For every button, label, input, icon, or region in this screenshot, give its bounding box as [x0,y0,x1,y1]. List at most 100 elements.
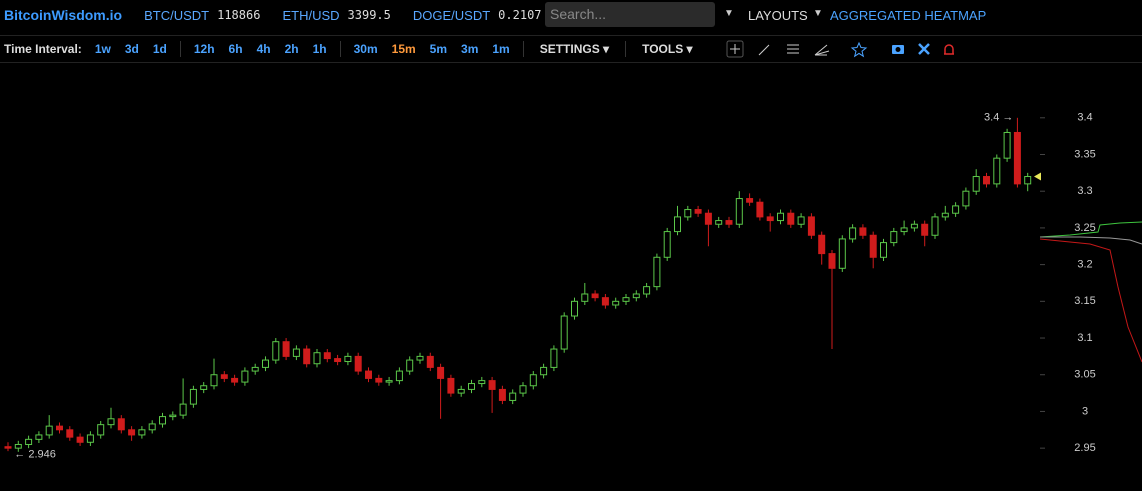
candle-body [292,348,300,357]
candle-body [457,388,465,394]
interval-button[interactable]: 15m [391,42,416,56]
candle-body [849,227,857,240]
high-annotation: 3.4 → [984,112,1013,124]
candle-body [313,352,321,365]
candle-body [890,231,898,244]
dropdown-arrow[interactable]: ▼ [813,8,823,19]
line-icon[interactable] [758,44,769,56]
heatmap-mid-line [1040,236,1142,245]
candle-body [653,256,661,288]
separator [179,41,181,57]
separator [522,41,524,57]
interval-button[interactable]: 3d [124,42,139,56]
search-box[interactable]: Search... [545,2,715,27]
logo[interactable]: BitcoinWisdom.io [4,7,123,23]
crosshair-glyph [729,44,740,54]
last-price-marker [1034,172,1041,181]
candle-body [704,212,712,225]
ticker-symbol[interactable]: ETH/USD [282,7,340,23]
candle-body [447,377,455,394]
interval-button[interactable]: 30m [353,42,378,56]
candle-body [612,300,620,306]
candle-body [591,293,599,299]
candle-body [97,424,105,436]
candle-body [694,209,702,214]
interval-button[interactable]: 6h [228,42,243,56]
interval-button[interactable]: 2h [284,42,299,56]
candle-body [117,418,125,431]
candle-body [910,223,918,229]
candle-body [735,198,743,225]
fan-icon[interactable] [814,44,829,56]
candle-body [684,209,692,218]
candle-body [138,429,146,436]
candle-body [128,429,136,436]
candle-body [632,293,640,299]
candle-body [1013,131,1021,185]
y-tick-label: 3 [1082,405,1088,417]
tool-icons [726,40,954,58]
candle-body [437,366,445,379]
candle-body [189,388,197,405]
candle-body [76,436,84,443]
layouts-menu[interactable]: LAYOUTS [748,8,808,23]
candle-body [251,366,259,372]
dropdown-arrow[interactable]: ▼ [724,8,734,19]
candle-body [159,416,166,425]
candle-body [601,297,609,306]
interval-button[interactable]: 4h [256,42,271,56]
y-tick-label: 3.15 [1074,295,1095,307]
interval-button[interactable]: 1w [94,42,111,56]
interval-button[interactable]: 1d [152,42,167,56]
interval-button[interactable]: 3m [461,42,479,56]
candle-body [344,355,352,363]
candle-body [993,157,1001,185]
expand-icon[interactable] [917,43,930,55]
ticker-symbol[interactable]: BTC/USDT [144,7,210,23]
candle-body [622,297,630,302]
candle-body [56,425,63,431]
interval-button[interactable]: 5m [429,42,448,56]
interval-button[interactable]: 12h [193,42,215,56]
candle-body [725,220,733,225]
candle-body [334,358,342,363]
candle-body [952,205,960,214]
tools-menu[interactable]: TOOLS ▾ [642,42,693,56]
interval-button[interactable]: 1h [312,42,327,56]
candle-body [354,355,362,372]
candle-body [220,374,228,379]
interval-list: 1w 3d 1d 12h 6h 4h 2h 1h 30m 15m 5m 3m 1m [88,41,517,57]
candle-body [560,315,568,350]
candle-body [45,425,53,436]
ticker-symbol[interactable]: DOGE/USDT [412,7,491,23]
candle-body [282,341,290,357]
candle-body [14,443,22,449]
candle-body [4,446,12,449]
candle-body [715,220,723,225]
interval-button[interactable]: 1m [492,42,510,56]
candle-body [519,385,527,394]
candle-body [1003,131,1011,159]
candle-body [509,392,517,401]
candle-body [395,370,403,382]
candle-body [828,253,836,269]
alert-icon[interactable] [943,44,954,55]
tools-label[interactable]: TOOLS [642,42,684,56]
header: BitcoinWisdom.io BTC/USDT 118866 ETH/USD 3… [0,0,1142,30]
candle-body [807,216,815,236]
candle-body [385,380,393,383]
candle-body [777,212,784,222]
candle-body [488,380,496,390]
settings-label[interactable]: SETTINGS [539,42,600,56]
separator [625,41,627,57]
candle-body [468,383,475,390]
heatmap-menu[interactable]: AGGREGATED HEATMAP [830,8,987,23]
fib-icon[interactable] [786,44,799,54]
candle-body [426,355,434,368]
star-icon[interactable] [850,41,867,58]
candle-body [303,348,311,365]
settings-menu[interactable]: SETTINGS ▾ [539,42,610,56]
crosshair-icon[interactable] [726,40,744,58]
ticker-price: 3399.5 [347,8,391,22]
